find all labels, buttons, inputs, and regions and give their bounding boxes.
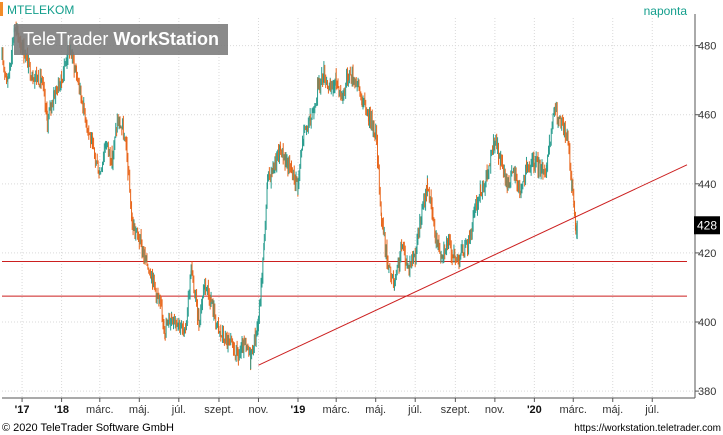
x-tick-label: márc. (559, 404, 587, 416)
last-price-badge (694, 216, 720, 235)
last-price-label: 428 (697, 218, 717, 232)
copyright-text: © 2020 TeleTrader Software GmbH (2, 422, 174, 434)
y-tick-label: 480 (698, 41, 716, 53)
x-tick-label: júl. (644, 404, 659, 416)
axes (2, 14, 699, 402)
y-axis-labels: 380 400 420 440 460 480 (698, 41, 716, 398)
symbol-marker (0, 2, 3, 16)
y-tick-label: 380 (698, 386, 716, 398)
x-tick-label: nov. (485, 404, 505, 416)
x-tick-label: máj. (602, 404, 623, 416)
x-tick-label: márc. (322, 404, 350, 416)
x-tick-label: szept. (441, 404, 470, 416)
x-tick-label: '17 (15, 404, 30, 416)
x-tick-label: '19 (291, 404, 306, 416)
x-tick-label: máj. (129, 404, 150, 416)
x-tick-label: márc. (86, 404, 114, 416)
teletrader-watermark: TeleTrader WorkStation (14, 24, 229, 55)
x-tick-label: máj. (365, 404, 386, 416)
horizontal-lines (2, 261, 687, 297)
x-tick-label: '20 (527, 404, 542, 416)
x-tick-label: '18 (54, 404, 69, 416)
trendline (258, 164, 688, 366)
y-tick-label: 460 (698, 110, 716, 122)
y-tick-label: 400 (698, 317, 716, 329)
watermark-regular: TeleTrader (23, 29, 114, 49)
watermark-bold: WorkStation (113, 29, 220, 49)
price-series (1, 21, 578, 371)
x-axis-labels: '17 '18 márc. máj. júl. szept. nov. '19 márc. máj… (15, 404, 660, 416)
x-tick-label: szept. (204, 404, 233, 416)
symbol-label: MTELEKOM (7, 3, 75, 17)
y-tick-label: 440 (698, 179, 716, 191)
x-tick-label: júl. (407, 404, 422, 416)
y-tick-label: 420 (698, 248, 716, 260)
last-price-marker: 428 (694, 216, 720, 235)
source-url[interactable]: https://workstation.teletrader.com (574, 423, 721, 434)
trendline-group (258, 164, 688, 366)
period-label: naponta (643, 4, 687, 18)
x-tick-label: júl. (171, 404, 186, 416)
x-tick-label: nov. (248, 404, 268, 416)
